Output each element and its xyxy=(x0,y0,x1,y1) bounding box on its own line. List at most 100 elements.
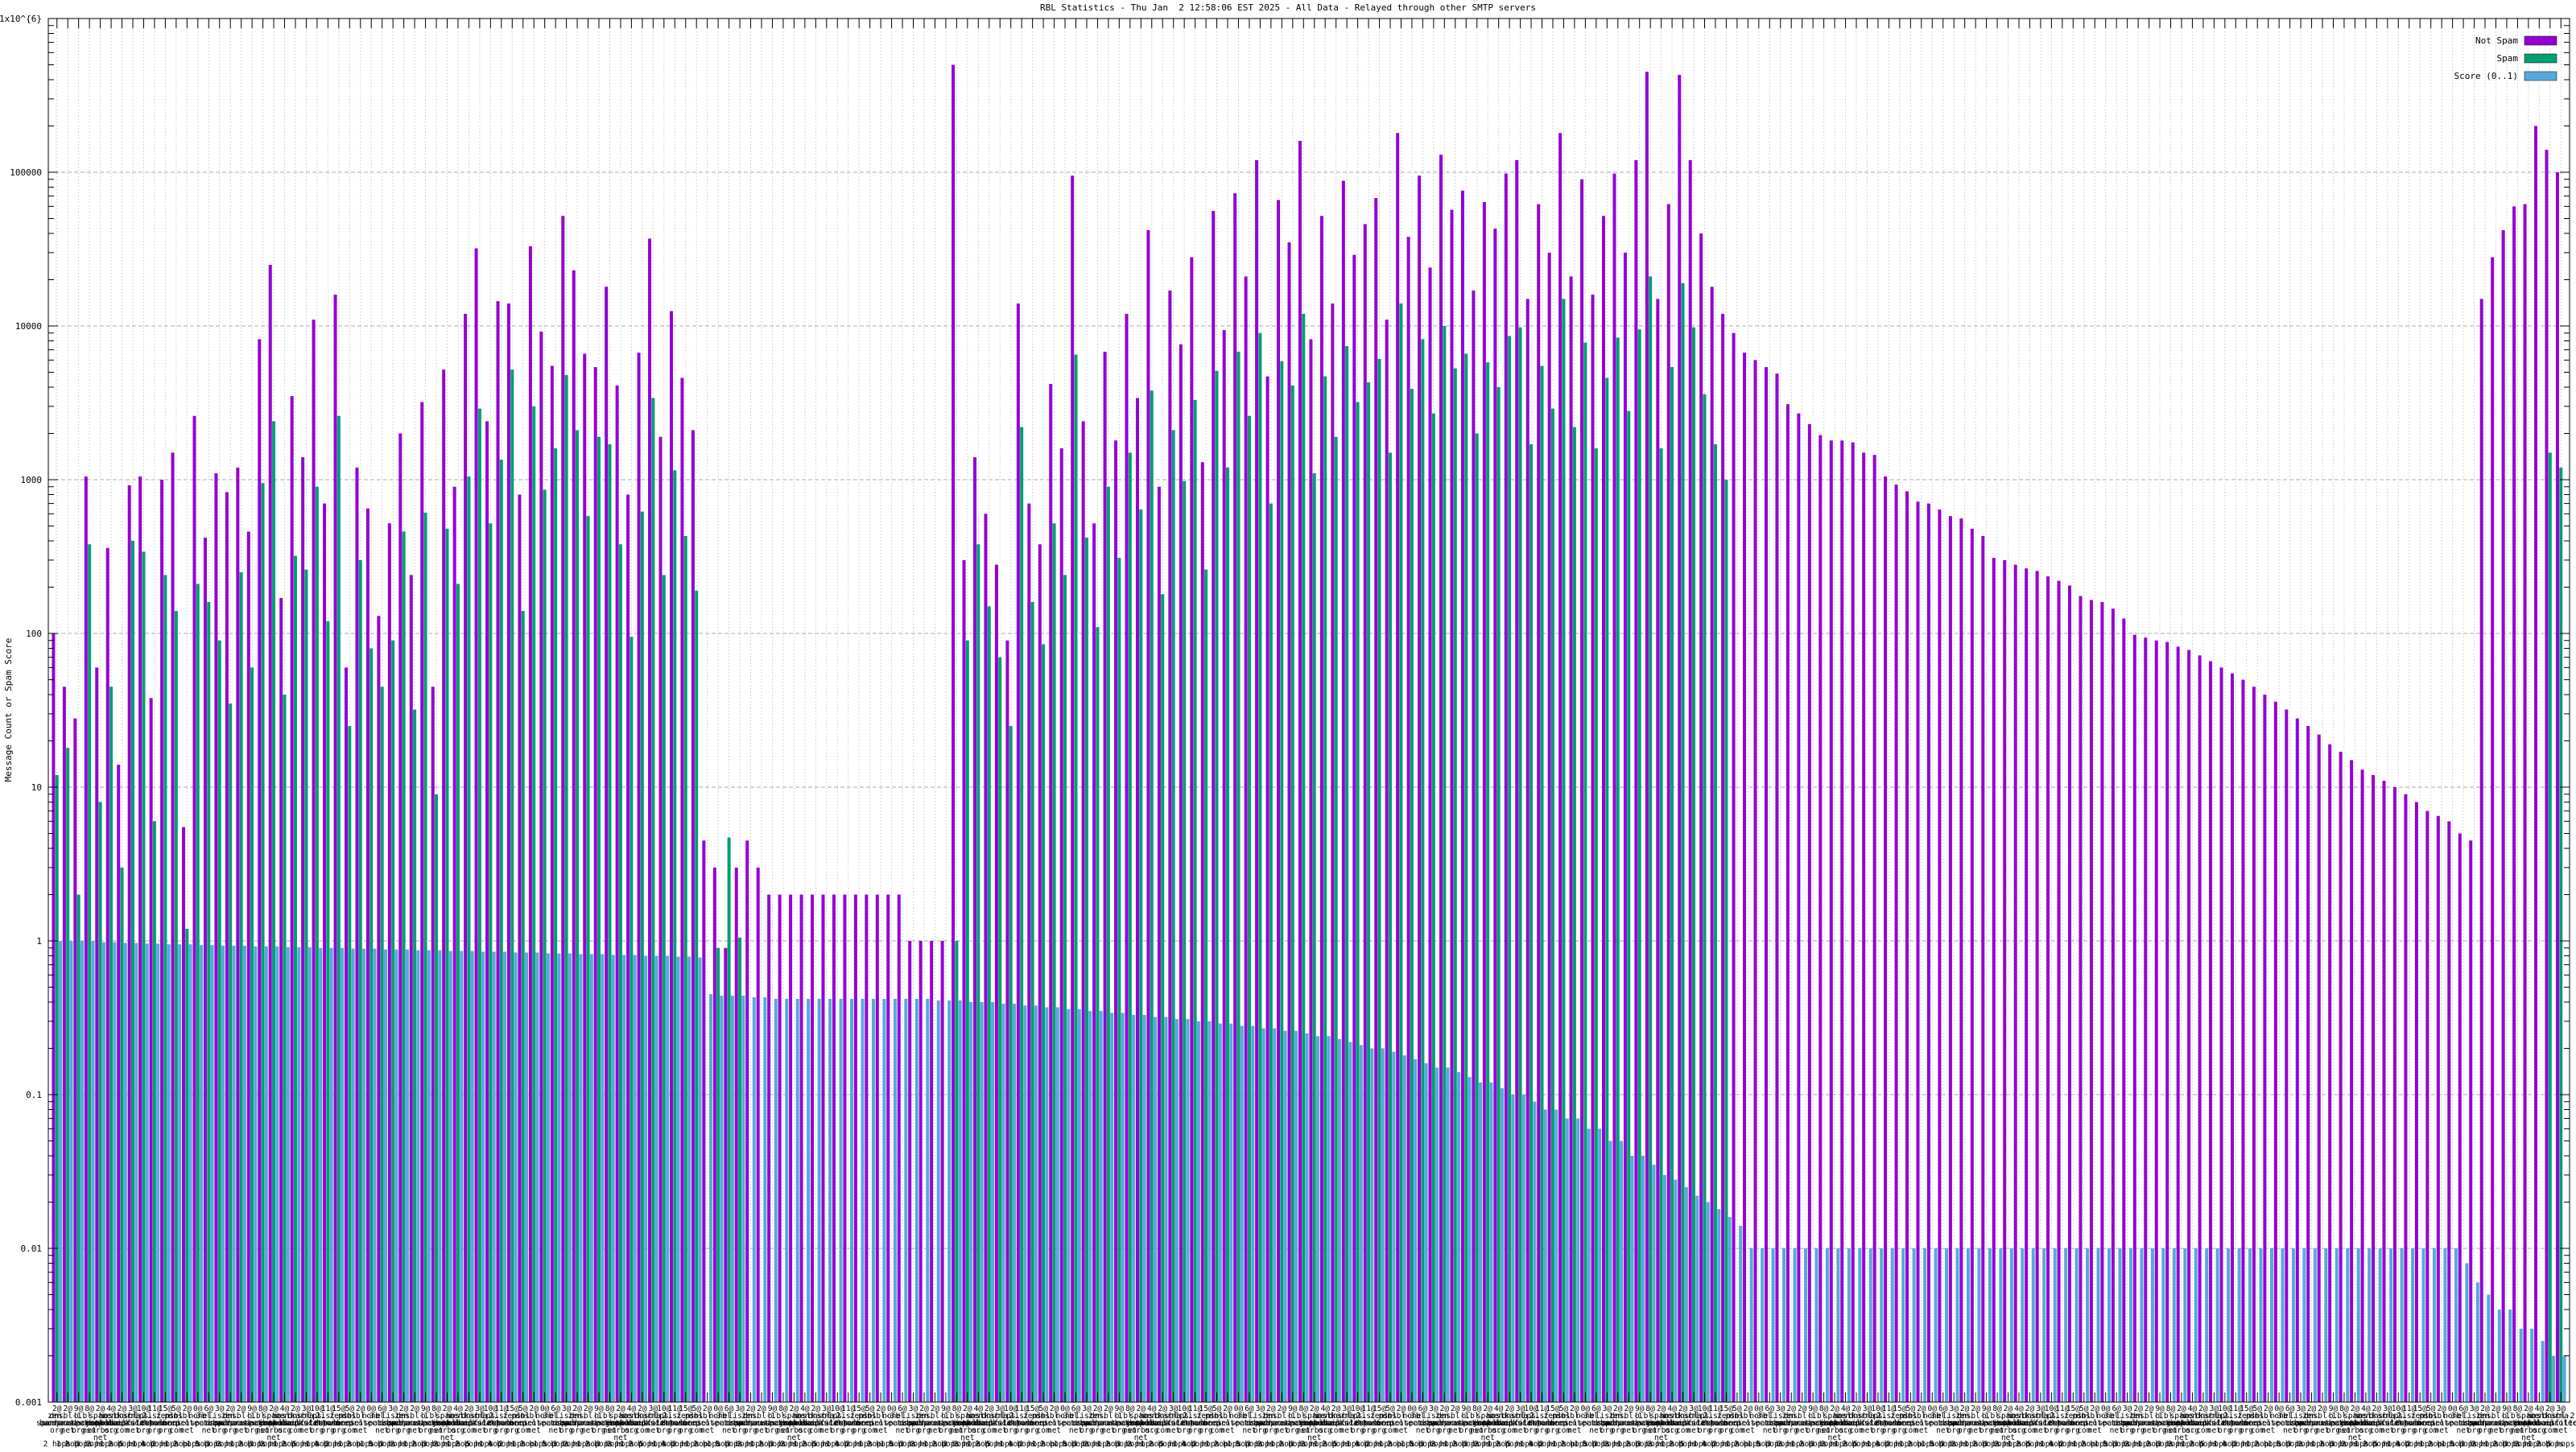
bar-not-spam xyxy=(1666,204,1670,1402)
bar-not-spam xyxy=(1331,303,1335,1402)
bar-spam xyxy=(304,569,308,1402)
x-tick-label-line: org xyxy=(1361,1426,1375,1435)
x-tick-label-line: 3@ xyxy=(1082,1405,1092,1413)
x-tick-label-line: uceprotect. xyxy=(1029,1419,1080,1428)
bar-not-spam xyxy=(2555,172,2559,1402)
x-tick-label-line: uceprotect. xyxy=(2243,1419,2293,1428)
x-tick-label-hops: 3 hops xyxy=(596,1440,623,1449)
bar-spam xyxy=(467,476,471,1402)
bar-score xyxy=(1283,1030,1287,1402)
bar-spam xyxy=(1161,594,1165,1402)
x-tick-label-line: 11@ xyxy=(2402,1405,2416,1413)
bar-not-spam xyxy=(2132,634,2136,1402)
x-tick-label-hops: 2 hops xyxy=(217,1440,244,1449)
x-tick-label-line: 3@ xyxy=(215,1405,225,1413)
bar-score xyxy=(1782,1248,1786,1402)
x-tick-label-line: list. xyxy=(1357,1412,1381,1421)
x-tick-label-line: net xyxy=(299,1426,313,1435)
x-tick-label-line: dnsbl-3. xyxy=(1036,1412,1073,1421)
x-tick-label-hops: 5 hops xyxy=(1236,1440,1263,1449)
x-tick-label-line: org xyxy=(841,1426,855,1435)
bar-spam xyxy=(1659,448,1663,1402)
x-tick-label-hops: 1 hop xyxy=(858,1440,881,1449)
x-tick-label-line: com xyxy=(288,1426,302,1435)
bar-not-spam xyxy=(1482,202,1486,1402)
bar-score xyxy=(1836,1248,1840,1402)
x-tick-label-line: bl. xyxy=(776,1412,790,1421)
bar-score xyxy=(1793,1248,1797,1402)
bar-not-spam xyxy=(301,457,305,1402)
x-tick-label-line: backscatterer. xyxy=(979,1419,1043,1428)
bar-score xyxy=(1294,1030,1298,1402)
x-tick-label-hops: 5 hops xyxy=(2103,1440,2130,1449)
bar-not-spam xyxy=(2057,580,2061,1402)
x-tick-label-hops: 1 hop xyxy=(1270,1440,1294,1449)
bar-not-spam xyxy=(2209,661,2213,1402)
x-tick-label-line: 15@ xyxy=(852,1405,866,1413)
bar-not-spam xyxy=(2176,646,2180,1402)
bar-not-spam xyxy=(528,245,532,1402)
x-tick-label-line: backscatterer. xyxy=(1152,1419,1216,1428)
x-tick-label-hops: 1 hop xyxy=(2072,1440,2095,1449)
x-tick-label-line: psbl. xyxy=(1379,1412,1402,1421)
x-tick-label-line: spamhaus. xyxy=(1359,1419,1400,1428)
x-tick-label-line: org xyxy=(679,1426,692,1435)
x-tick-label-line: sorbs. xyxy=(1821,1426,1848,1435)
x-tick-label-line: org xyxy=(2392,1426,2405,1435)
bar-score xyxy=(2150,1248,2154,1402)
x-tick-label-hops: 3 hops xyxy=(1810,1440,1837,1449)
x-tick-label-line: list. xyxy=(729,1412,752,1421)
bar-spam xyxy=(1453,368,1457,1402)
x-tick-label-line: 3@ xyxy=(1689,1405,1699,1413)
x-tick-label-line: spamhaus. xyxy=(1651,1419,1692,1428)
bar-spam xyxy=(554,448,558,1402)
bar-spam xyxy=(1649,276,1653,1403)
x-tick-label-line: 3@ xyxy=(996,1405,1005,1413)
x-tick-label-line: 15@ xyxy=(332,1405,345,1413)
x-tick-label-line: list. xyxy=(663,1412,687,1421)
x-tick-label-hops: 4 hops xyxy=(835,1440,862,1449)
x-tick-label-line: barracudacentral. xyxy=(1774,1419,1852,1428)
bar-spam xyxy=(66,748,70,1402)
x-tick-label-line: 2@ xyxy=(1158,1405,1167,1413)
x-tick-label-hops: 4 hops xyxy=(1528,1440,1555,1449)
bar-score xyxy=(763,997,767,1402)
bar-score xyxy=(1186,1019,1190,1402)
bar-not-spam xyxy=(1948,516,1952,1402)
bar-spam xyxy=(1508,336,1512,1403)
x-tick-label-line: zen. xyxy=(2129,1412,2148,1421)
bar-not-spam xyxy=(2013,564,2017,1403)
x-tick-label-line: 5@ xyxy=(1212,1405,1222,1413)
bar-score xyxy=(394,949,398,1402)
x-tick-label-hops: 1 hop xyxy=(1617,1440,1641,1449)
x-tick-label-line: zen. xyxy=(2356,1412,2375,1421)
bar-score xyxy=(2541,1340,2545,1402)
x-tick-label-line: 9@ xyxy=(1462,1405,1472,1413)
x-tick-label-line: com xyxy=(2196,1426,2210,1435)
bar-not-spam xyxy=(2414,802,2418,1402)
x-tick-label-line: 0@ xyxy=(1754,1405,1764,1413)
bar-not-spam xyxy=(2144,637,2148,1402)
x-tick-label-line: uceprotect. xyxy=(335,1419,386,1428)
legend-swatch-not-spam xyxy=(2524,35,2557,46)
bar-score xyxy=(839,998,843,1402)
bar-not-spam xyxy=(398,433,402,1402)
x-tick-label-line: spam. xyxy=(2170,1412,2194,1421)
x-tick-label-line: org xyxy=(2240,1426,2253,1435)
x-tick-label-line: net xyxy=(2110,1426,2124,1435)
x-tick-label-hops: 2 hops xyxy=(845,1440,873,1449)
x-tick-label-line: uceprotect. xyxy=(737,1419,787,1428)
x-tick-label-line: 3@ xyxy=(1169,1405,1179,1413)
x-tick-label-hops: 2 hops xyxy=(2081,1440,2108,1449)
bar-score xyxy=(362,948,366,1402)
bar-spam xyxy=(358,559,362,1402)
x-tick-label-hops: 3 hops xyxy=(552,1440,580,1449)
x-tick-label-line: b. xyxy=(74,1412,83,1421)
bar-spam xyxy=(683,536,687,1402)
bar-score xyxy=(991,1002,995,1402)
x-tick-label-hops: 3 hops xyxy=(1290,1440,1317,1449)
bar-score xyxy=(807,998,811,1402)
bar-not-spam xyxy=(442,369,446,1402)
x-tick-label-line: net xyxy=(429,1426,443,1435)
x-tick-label-line: net xyxy=(2435,1426,2449,1435)
